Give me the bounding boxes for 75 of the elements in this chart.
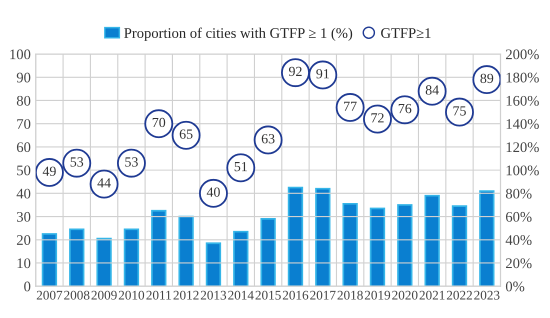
bar [178, 216, 194, 286]
y-tick-label: 0 [24, 282, 30, 292]
data-label: 53 [70, 157, 84, 167]
y2-tick-label: 100% [506, 165, 539, 176]
bar [424, 194, 440, 286]
y-tick-label: 90 [16, 72, 30, 82]
data-label: 75 [453, 106, 466, 116]
bar [370, 208, 386, 286]
x-tick-label: 2010 [118, 290, 144, 300]
data-label: 63 [262, 134, 275, 144]
y-tick-label: 70 [17, 119, 30, 129]
bar [124, 228, 140, 286]
x-tick-label: 2018 [338, 290, 363, 300]
x-tick-label: 2020 [392, 290, 418, 300]
y-tick-label: 40 [16, 188, 30, 199]
bar [233, 230, 248, 286]
bar [151, 210, 166, 286]
data-label: 76 [398, 104, 412, 114]
x-tick-label: 2012 [173, 290, 199, 300]
data-label: 84 [426, 85, 439, 95]
bar [96, 238, 112, 286]
y-tick-label: 20 [16, 235, 30, 245]
x-tick-label: 2007 [36, 290, 62, 300]
x-tick-label: 2023 [474, 290, 500, 300]
y-tick-label: 100 [10, 49, 30, 60]
y-tick-label: 60 [16, 142, 30, 152]
data-label: 70 [152, 118, 166, 128]
x-tick-label: 2011 [146, 290, 171, 300]
data-label: 65 [180, 129, 193, 139]
legend-label: Proportion of cities with GTFP ≥ 1 (%) [124, 28, 352, 41]
bar [206, 242, 222, 286]
data-label: 77 [344, 102, 357, 111]
bar [315, 188, 330, 286]
x-tick-label: 2019 [364, 290, 390, 300]
data-label: 92 [288, 66, 302, 76]
data-label: 53 [125, 157, 138, 167]
data-label: 44 [97, 178, 111, 188]
bar [479, 190, 494, 286]
y2-tick-label: 60% [506, 212, 532, 222]
bar [69, 228, 84, 286]
y2-tick-label: 180% [506, 72, 539, 83]
x-tick-label: 2016 [282, 290, 308, 300]
bar [42, 233, 58, 286]
x-tick-label: 2015 [256, 290, 281, 300]
x-tick-label: 2017 [310, 290, 336, 300]
data-label: 49 [42, 166, 56, 176]
y-tick-label: 50 [17, 165, 30, 176]
y2-tick-label: 0% [506, 282, 524, 292]
y-tick-label: 10 [18, 258, 30, 268]
x-tick-label: 2014 [228, 290, 254, 300]
y-tick-label: 30 [17, 212, 30, 222]
bar [260, 218, 276, 286]
data-label: 40 [206, 187, 220, 197]
y2-tick-label: 140% [506, 119, 539, 129]
y2-tick-label: 80% [506, 188, 532, 199]
x-tick-label: 2022 [446, 290, 472, 300]
legend-label: GTFP≥1 [381, 28, 431, 38]
y2-tick-label: 160% [506, 96, 539, 106]
x-tick-label: 2021 [420, 290, 445, 300]
y2-tick-label: 20% [506, 258, 532, 268]
bar [342, 202, 358, 286]
x-tick-label: 2013 [200, 290, 226, 300]
y2-tick-label: 120% [506, 142, 539, 152]
data-label: 51 [234, 162, 247, 172]
data-label: 72 [371, 113, 384, 122]
bar [288, 186, 304, 286]
x-tick-label: 2008 [64, 290, 90, 300]
y2-tick-label: 40% [506, 235, 532, 246]
data-label: 89 [480, 74, 494, 84]
y2-tick-label: 200% [506, 49, 539, 60]
y-tick-label: 80 [16, 96, 30, 106]
bar [452, 205, 468, 286]
x-tick-label: 2009 [91, 290, 117, 300]
bar [397, 204, 412, 286]
data-label: 91 [316, 69, 329, 78]
